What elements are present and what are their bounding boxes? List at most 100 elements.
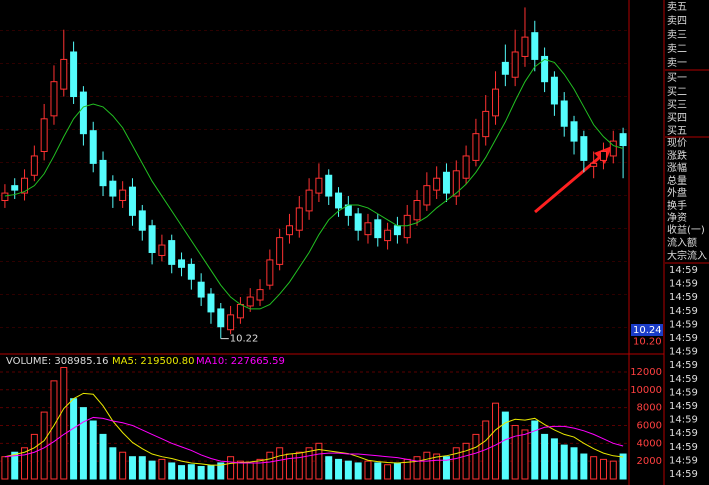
- volume-bar: [207, 465, 215, 480]
- candle-body: [570, 121, 578, 142]
- volume-bar: [413, 456, 421, 480]
- volume-bar: [541, 433, 549, 480]
- candle-body: [315, 177, 323, 194]
- trade-time: 14:59: [669, 442, 698, 453]
- low-label: 10.22: [230, 334, 259, 345]
- volume-bar: [79, 407, 87, 480]
- volume-bar: [521, 429, 529, 480]
- quote-label: 买一: [667, 72, 687, 84]
- volume-bar: [11, 451, 19, 480]
- candle-body: [492, 88, 500, 117]
- quote-label: 卖五: [667, 1, 687, 13]
- volume-bar: [128, 456, 136, 480]
- volume-bar: [442, 456, 450, 480]
- candle-body: [21, 177, 29, 194]
- candle-body: [246, 296, 254, 307]
- trade-time: 14:59: [669, 292, 698, 303]
- volume-bar: [1, 456, 9, 480]
- ma-line: [4, 58, 624, 310]
- volume-bar: [315, 442, 323, 480]
- candle-body: [89, 130, 97, 164]
- y-tick-label: 12000: [630, 367, 662, 378]
- candle-body: [40, 118, 48, 152]
- y-tick-label: 10000: [630, 385, 662, 396]
- volume-bar: [511, 424, 519, 480]
- volume-bar: [266, 451, 274, 480]
- volume-bar: [325, 456, 333, 480]
- candle-body: [285, 225, 293, 236]
- volume-bar: [384, 464, 392, 480]
- candle-body: [354, 213, 362, 231]
- trade-time: 14:59: [669, 455, 698, 466]
- volume-bar: [374, 462, 382, 480]
- candle-body: [413, 200, 421, 221]
- quote-label: 买二: [667, 86, 687, 98]
- volume-bar: [590, 456, 598, 480]
- candle-body: [119, 189, 127, 202]
- candle-body: [501, 61, 509, 75]
- trade-time: 14:59: [669, 319, 698, 330]
- candle-body: [364, 222, 372, 236]
- candle-body: [442, 171, 450, 194]
- volume-bar: [50, 380, 58, 480]
- candle-body: [403, 214, 411, 239]
- candle-body: [560, 100, 568, 127]
- candle-body: [1, 192, 9, 202]
- candle-body: [138, 210, 146, 231]
- ma10-label: MA10: 227665.59: [196, 356, 285, 367]
- candle-body: [482, 110, 490, 138]
- volume-bar: [119, 451, 127, 480]
- candle-body: [148, 225, 156, 253]
- candle-body: [266, 259, 274, 286]
- quote-label: 卖三: [667, 29, 687, 41]
- candle-body: [30, 155, 38, 176]
- volume-bar: [472, 433, 480, 480]
- candle-body: [207, 293, 215, 313]
- volume-bar: [109, 447, 117, 480]
- y-tick-label: 10.20: [633, 337, 662, 348]
- volume-bar: [30, 433, 38, 480]
- volume-bar: [168, 462, 176, 480]
- quote-label: 涨跌: [667, 149, 687, 162]
- volume-bar: [89, 420, 97, 480]
- quote-label: 买五: [667, 125, 687, 137]
- candle-body: [187, 263, 195, 280]
- quote-label: 换手: [667, 199, 687, 212]
- trade-time: 14:59: [669, 265, 698, 276]
- candle-body: [609, 140, 617, 157]
- volume-header: VOLUME: 308985.16 MA5: 219500.80 MA10: 2…: [6, 356, 285, 367]
- candle-body: [70, 51, 78, 98]
- volume-bar: [335, 458, 343, 480]
- volume-bar: [158, 458, 166, 480]
- volume-bar: [178, 465, 186, 480]
- volume-label: VOLUME: 308985.16: [6, 356, 109, 367]
- volume-bar: [462, 442, 470, 480]
- volume-bar: [197, 466, 205, 480]
- quote-label: 买三: [667, 99, 687, 111]
- volume-bar: [452, 447, 460, 480]
- volume-bar: [580, 453, 588, 480]
- volume-bar: [609, 460, 617, 480]
- trade-time: 14:59: [669, 347, 698, 358]
- candle-body: [374, 219, 382, 239]
- candle-body: [393, 225, 401, 236]
- candle-body: [590, 162, 598, 167]
- volume-bar: [550, 438, 558, 480]
- quote-label: 卖二: [667, 43, 687, 55]
- crosshair-price: 10.24: [633, 325, 662, 336]
- quote-label: 大宗流入: [667, 249, 707, 262]
- candle-body: [197, 281, 205, 298]
- volume-bar: [40, 411, 48, 480]
- volume-bar: [236, 460, 244, 480]
- candle-body: [168, 240, 176, 265]
- candle-body: [11, 185, 19, 191]
- quote-label: 净资: [667, 211, 687, 224]
- candle-body: [109, 180, 117, 197]
- quote-label: 现价: [667, 137, 687, 149]
- candle-body: [335, 192, 343, 209]
- volume-ma10: [4, 416, 624, 464]
- volume-bar: [501, 411, 509, 480]
- volume-bar: [560, 444, 568, 480]
- trade-time: 14:59: [669, 279, 698, 290]
- candle-body: [99, 159, 107, 187]
